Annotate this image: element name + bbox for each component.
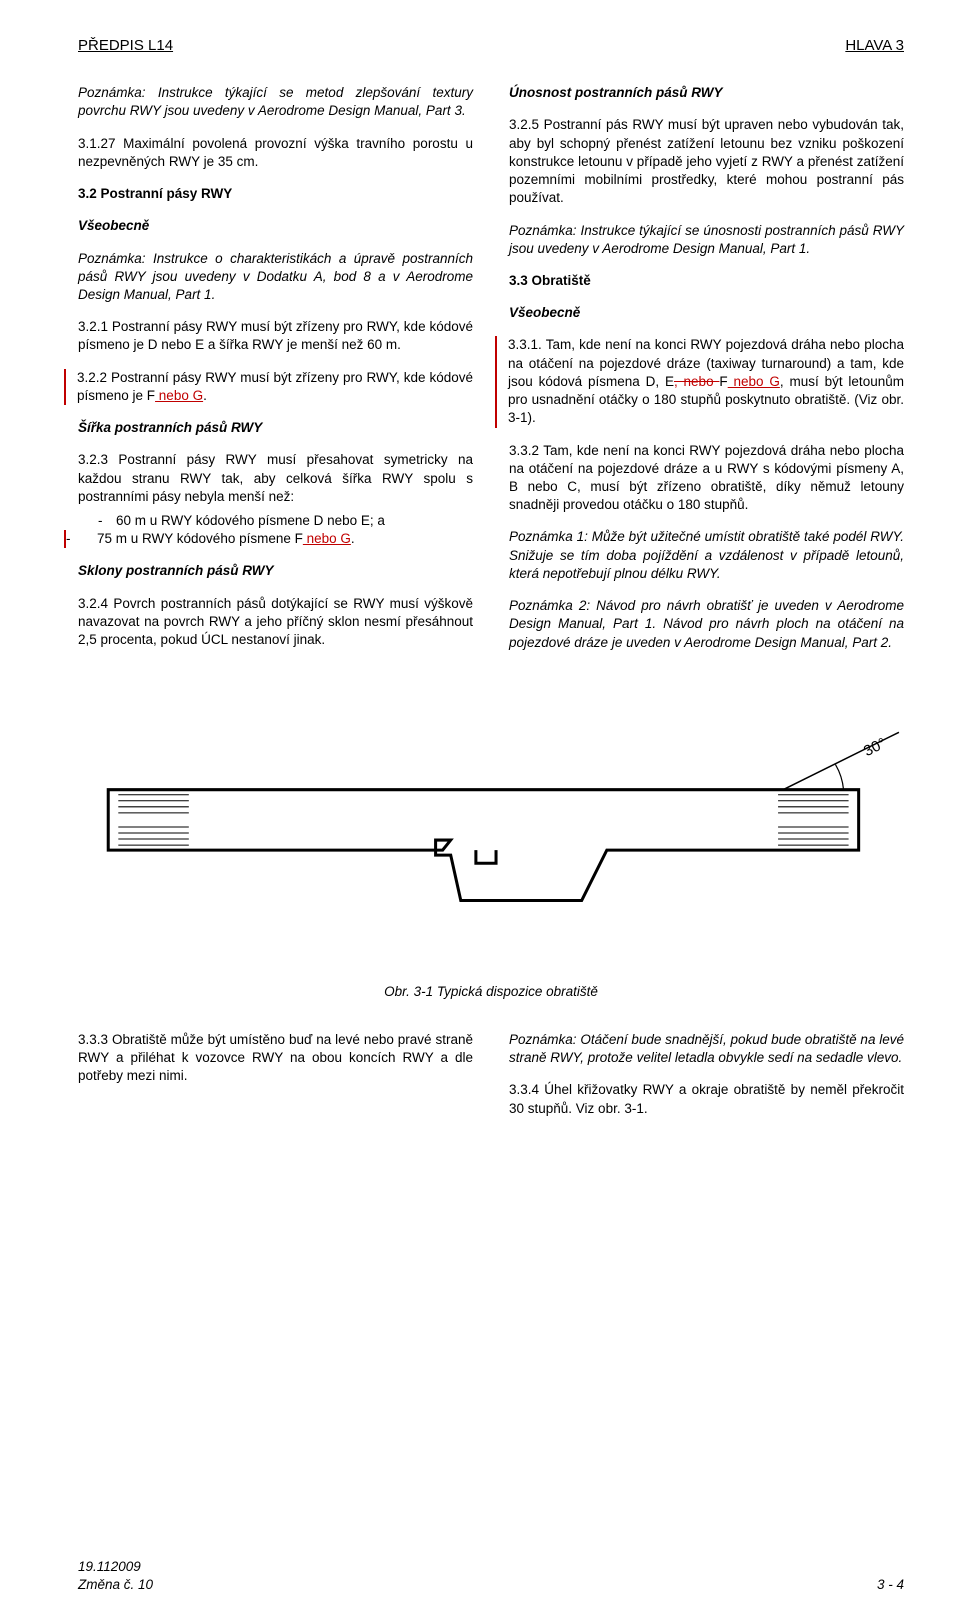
figure-3-1: 30° Obr. 3-1 Typická dispozice obratiště bbox=[78, 694, 904, 1001]
two-column-body: Poznámka: Instrukce týkající se metod zl… bbox=[78, 84, 904, 665]
page-footer: 19.112009 Změna č. 10 3 - 4 bbox=[78, 1558, 904, 1594]
heading-slopes: Sklony postranních pásů RWY bbox=[78, 562, 473, 580]
page-header: PŘEDPIS L14 HLAVA 3 bbox=[78, 36, 904, 56]
heading-general-left: Všeobecně bbox=[78, 217, 473, 235]
list-item-75m-b: . bbox=[351, 531, 355, 546]
bottom-columns: 3.3.3 Obratiště může být umístěno buď na… bbox=[78, 1031, 904, 1132]
figure-caption: Obr. 3-1 Typická dispozice obratiště bbox=[78, 983, 904, 1001]
list-item-75m-insert: nebo G bbox=[303, 531, 351, 546]
heading-bearing: Únosnost postranních pásů RWY bbox=[509, 84, 904, 102]
header-right: HLAVA 3 bbox=[845, 36, 904, 56]
header-left: PŘEDPIS L14 bbox=[78, 36, 173, 56]
left-column: Poznámka: Instrukce týkající se metod zl… bbox=[78, 84, 473, 665]
heading-3-2: 3.2 Postranní pásy RWY bbox=[78, 185, 473, 203]
para-3-2-4: 3.2.4 Povrch postranních pásů dotýkající… bbox=[78, 595, 473, 650]
para-3-2-2-b: . bbox=[203, 388, 207, 403]
turnpad-diagram: 30° bbox=[78, 694, 904, 956]
para-3-1-27: 3.1.27 Maximální povolená provozní výška… bbox=[78, 135, 473, 171]
note-turning: Poznámka: Otáčení bude snadnější, pokud … bbox=[509, 1031, 904, 1067]
note-bearing: Poznámka: Instrukce týkající se únosnost… bbox=[509, 222, 904, 258]
para-3-3-3: 3.3.3 Obratiště může být umístěno buď na… bbox=[78, 1031, 473, 1086]
para-3-2-1: 3.2.1 Postranní pásy RWY musí být zřízen… bbox=[78, 318, 473, 354]
heading-general-right: Všeobecně bbox=[509, 304, 904, 322]
note-2: Poznámka 2: Návod pro návrh obratišť je … bbox=[509, 597, 904, 652]
para-3-2-5: 3.2.5 Postranní pás RWY musí být upraven… bbox=[509, 116, 904, 207]
para-3-3-1-b: F bbox=[719, 374, 727, 389]
para-3-3-4: 3.3.4 Úhel křižovatky RWY a okraje obrat… bbox=[509, 1081, 904, 1117]
para-3-2-3: 3.2.3 Postranní pásy RWY musí přesahovat… bbox=[78, 451, 473, 506]
note-characteristics: Poznámka: Instrukce o charakteristikách … bbox=[78, 250, 473, 305]
heading-width: Šířka postranních pásů RWY bbox=[78, 419, 473, 437]
para-3-3-1-insert: nebo G bbox=[728, 374, 780, 389]
bottom-right-column: Poznámka: Otáčení bude snadnější, pokud … bbox=[509, 1031, 904, 1132]
para-3-2-2: 3.2.2 Postranní pásy RWY musí být zřízen… bbox=[64, 369, 473, 405]
para-3-3-1-del: , nebo bbox=[674, 374, 719, 389]
note-1: Poznámka 1: Může být užitečné umístit ob… bbox=[509, 528, 904, 583]
para-3-3-1: 3.3.1. Tam, kde není na konci RWY pojezd… bbox=[495, 336, 904, 427]
heading-3-3: 3.3 Obratiště bbox=[509, 272, 904, 290]
list-item-75m-a: 75 m u RWY kódového písmene F bbox=[97, 531, 303, 546]
para-3-3-2: 3.3.2 Tam, kde není na konci RWY pojezdo… bbox=[509, 442, 904, 515]
footer-page-number: 3 - 4 bbox=[877, 1576, 904, 1594]
para-3-2-2-insert: nebo G bbox=[155, 388, 203, 403]
para-3-2-2-a: 3.2.2 Postranní pásy RWY musí být zřízen… bbox=[77, 370, 473, 403]
footer-left: 19.112009 Změna č. 10 bbox=[78, 1558, 153, 1594]
list-item-60m: 60 m u RWY kódového písmene D nebo E; a bbox=[98, 512, 473, 530]
footer-change: Změna č. 10 bbox=[78, 1576, 153, 1594]
footer-date: 19.112009 bbox=[78, 1558, 153, 1576]
list-item-75m: 75 m u RWY kódového písmene F nebo G. bbox=[64, 530, 473, 548]
note-texture: Poznámka: Instrukce týkající se metod zl… bbox=[78, 84, 473, 120]
bottom-left-column: 3.3.3 Obratiště může být umístěno buď na… bbox=[78, 1031, 473, 1132]
list-3-2-3: 60 m u RWY kódového písmene D nebo E; a … bbox=[78, 512, 473, 548]
right-column: Únosnost postranních pásů RWY 3.2.5 Post… bbox=[509, 84, 904, 665]
